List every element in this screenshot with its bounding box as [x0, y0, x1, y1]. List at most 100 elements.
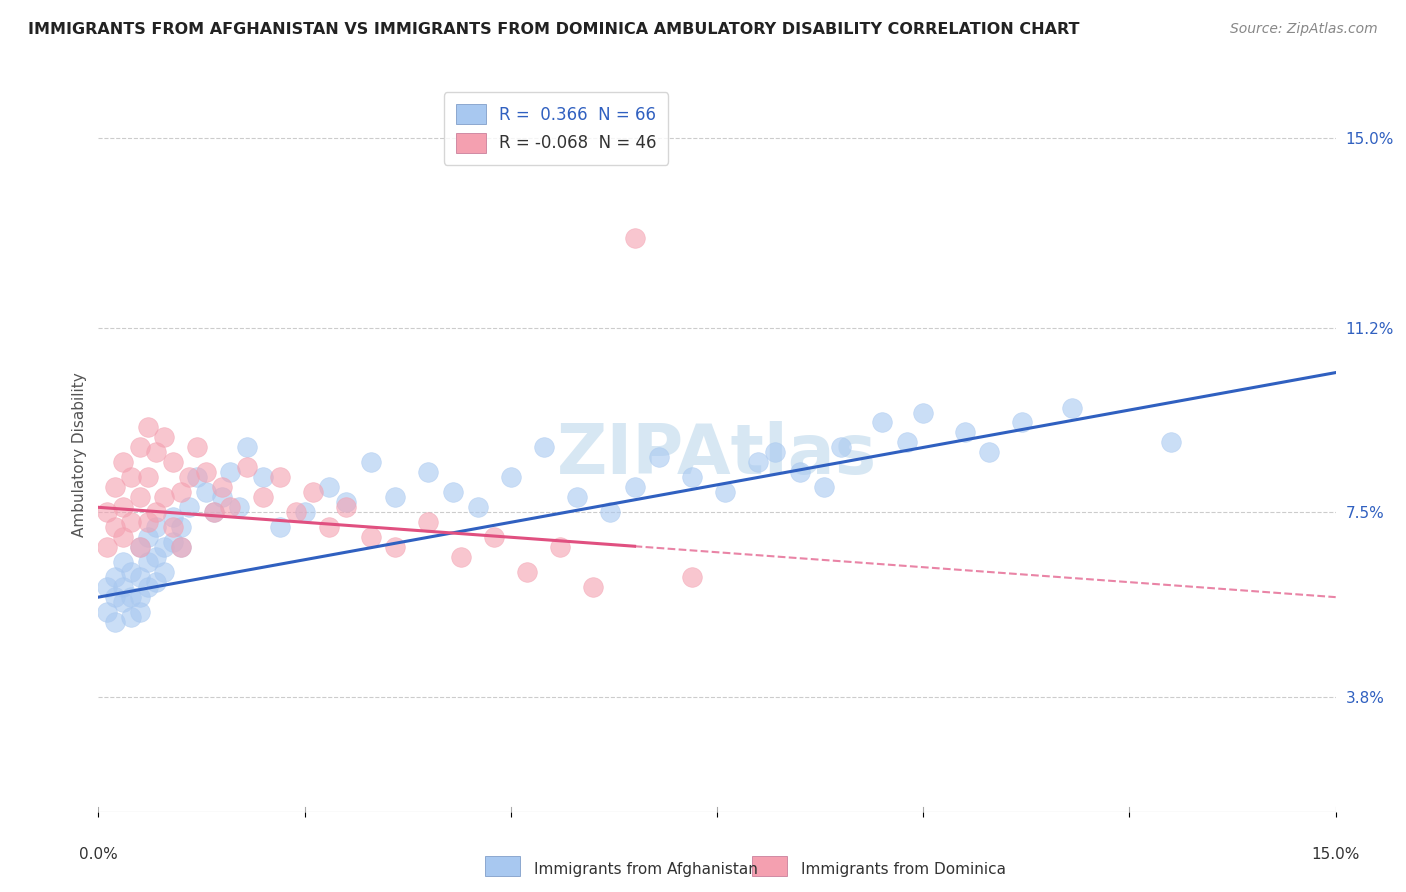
Point — [912, 405, 935, 419]
Point — [128, 441, 150, 455]
Text: 15.0%: 15.0% — [1312, 847, 1360, 862]
Point — [128, 590, 150, 604]
Point — [136, 516, 159, 530]
Point — [96, 580, 118, 594]
Point — [252, 470, 274, 484]
Point — [599, 505, 621, 519]
Text: Immigrants from Dominica: Immigrants from Dominica — [801, 863, 1007, 877]
Point — [170, 520, 193, 534]
Point — [830, 441, 852, 455]
Point — [153, 491, 176, 505]
Point — [96, 540, 118, 554]
Point — [104, 480, 127, 494]
Point — [112, 530, 135, 544]
Point — [979, 445, 1001, 459]
Point — [128, 491, 150, 505]
Point — [450, 550, 472, 565]
Point — [112, 555, 135, 569]
Point — [136, 555, 159, 569]
Point — [202, 505, 225, 519]
Point — [896, 435, 918, 450]
Point — [318, 520, 340, 534]
Point — [302, 485, 325, 500]
Point — [136, 420, 159, 434]
Point — [236, 441, 259, 455]
Point — [285, 505, 308, 519]
Point — [648, 450, 671, 465]
Point — [112, 500, 135, 515]
Point — [194, 466, 217, 480]
Point — [418, 516, 440, 530]
Point — [499, 470, 522, 484]
Point — [145, 445, 167, 459]
Point — [789, 466, 811, 480]
Point — [170, 485, 193, 500]
Point — [418, 466, 440, 480]
Point — [162, 535, 184, 549]
Point — [96, 505, 118, 519]
Point — [467, 500, 489, 515]
Point — [318, 480, 340, 494]
Point — [112, 580, 135, 594]
Point — [269, 520, 291, 534]
Point — [747, 455, 769, 469]
Point — [219, 466, 242, 480]
Point — [1160, 435, 1182, 450]
Point — [96, 605, 118, 619]
Point — [104, 615, 127, 629]
Point — [120, 565, 142, 579]
Point — [136, 580, 159, 594]
Point — [335, 495, 357, 509]
Point — [162, 510, 184, 524]
Point — [136, 530, 159, 544]
Point — [104, 570, 127, 584]
Point — [211, 480, 233, 494]
Point — [211, 491, 233, 505]
Legend: R =  0.366  N = 66, R = -0.068  N = 46: R = 0.366 N = 66, R = -0.068 N = 46 — [444, 92, 668, 164]
Text: Immigrants from Afghanistan: Immigrants from Afghanistan — [534, 863, 758, 877]
Point — [145, 575, 167, 590]
Point — [120, 470, 142, 484]
Point — [516, 565, 538, 579]
FancyBboxPatch shape — [485, 856, 520, 876]
Point — [219, 500, 242, 515]
Point — [153, 565, 176, 579]
Point — [186, 470, 208, 484]
FancyBboxPatch shape — [752, 856, 787, 876]
Point — [763, 445, 786, 459]
Point — [681, 570, 703, 584]
Point — [623, 480, 645, 494]
Point — [533, 441, 555, 455]
Point — [202, 505, 225, 519]
Point — [623, 231, 645, 245]
Point — [953, 425, 976, 440]
Y-axis label: Ambulatory Disability: Ambulatory Disability — [72, 373, 87, 537]
Point — [128, 540, 150, 554]
Point — [162, 520, 184, 534]
Point — [870, 416, 893, 430]
Point — [550, 540, 572, 554]
Point — [813, 480, 835, 494]
Text: IMMIGRANTS FROM AFGHANISTAN VS IMMIGRANTS FROM DOMINICA AMBULATORY DISABILITY CO: IMMIGRANTS FROM AFGHANISTAN VS IMMIGRANT… — [28, 22, 1080, 37]
Point — [128, 605, 150, 619]
Point — [112, 595, 135, 609]
Point — [384, 540, 406, 554]
Point — [441, 485, 464, 500]
Point — [136, 470, 159, 484]
Point — [112, 455, 135, 469]
Point — [120, 590, 142, 604]
Point — [294, 505, 316, 519]
Point — [228, 500, 250, 515]
Point — [360, 530, 382, 544]
Point — [186, 441, 208, 455]
Text: 0.0%: 0.0% — [79, 847, 118, 862]
Point — [128, 540, 150, 554]
Point — [194, 485, 217, 500]
Point — [153, 540, 176, 554]
Point — [681, 470, 703, 484]
Point — [104, 590, 127, 604]
Point — [179, 470, 201, 484]
Point — [714, 485, 737, 500]
Point — [170, 540, 193, 554]
Point — [145, 520, 167, 534]
